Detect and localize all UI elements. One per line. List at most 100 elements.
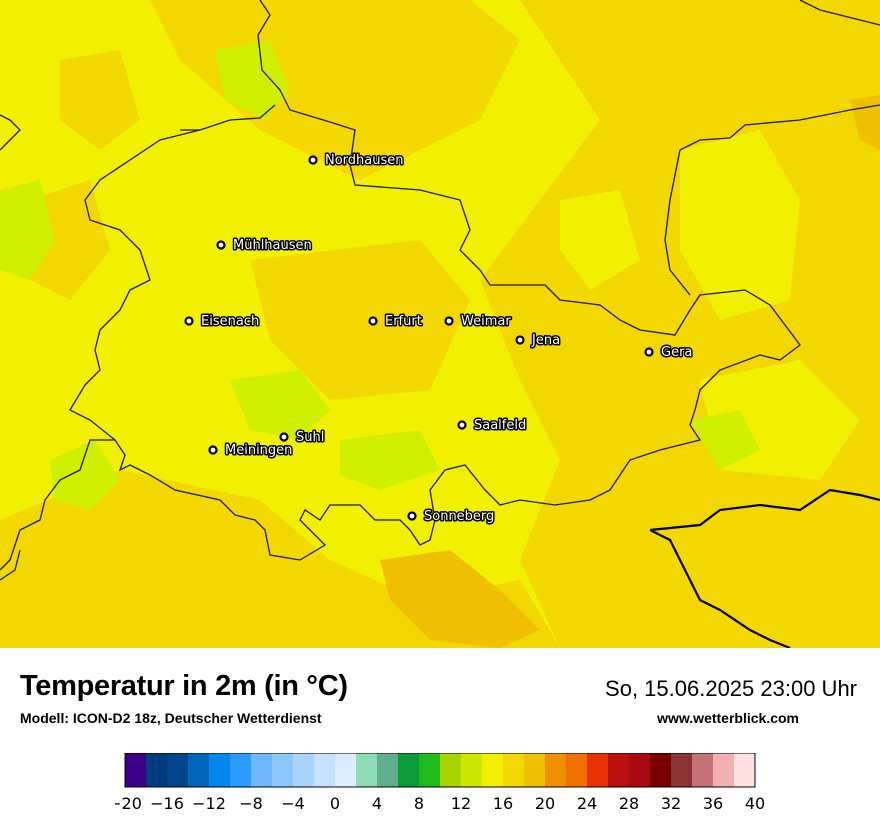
legend-swatch: [230, 753, 252, 787]
legend-swatch: [209, 753, 231, 787]
map-title: Temperatur in 2m (in °C): [20, 670, 348, 702]
legend-swatch: [440, 753, 462, 787]
city-dot: [457, 420, 467, 430]
legend-tick-label: 28: [619, 794, 639, 813]
legend-swatch: [524, 753, 546, 787]
state-border-north: [180, 104, 276, 131]
state-border-west: [0, 114, 21, 151]
legend-tick-label: −4: [281, 794, 305, 813]
model-info: Modell: ICON-D2 18z, Deutscher Wetterdie…: [20, 710, 322, 726]
city-marker: Jena: [515, 332, 562, 350]
color-legend: −20 −16 −12 −8 −4 0 4 8 12 16 20 24 28 32 36 40: [115, 753, 765, 813]
legend-swatch: [314, 753, 336, 787]
legend-swatch: [146, 753, 168, 787]
legend-swatch: [419, 753, 441, 787]
city-label: Gera: [661, 345, 692, 360]
legend-swatch: [650, 753, 672, 787]
country-border: [649, 488, 880, 648]
legend-swatch: [734, 753, 756, 787]
legend-swatches: [125, 753, 756, 787]
state-border-west-2: [0, 549, 21, 581]
legend-tick-label: 16: [493, 794, 513, 813]
city-label: Jena: [531, 333, 560, 348]
legend-tick-label: 40: [745, 794, 765, 813]
city-dot: [515, 335, 525, 345]
city-marker: Gera: [644, 344, 694, 362]
city-dot: [644, 347, 654, 357]
legend-tick-label: 8: [414, 794, 424, 813]
state-border-ne: [799, 0, 880, 26]
city-marker: Saalfeld: [457, 417, 528, 435]
legend-swatch: [398, 753, 420, 787]
city-label: Weimar: [461, 314, 511, 329]
cool-areas: [560, 130, 860, 480]
legend-swatch: [692, 753, 714, 787]
city-marker: Suhl: [279, 429, 326, 447]
legend-tick-label: 4: [372, 794, 382, 813]
city-marker: Erfurt: [368, 313, 423, 331]
city-label: Nordhausen: [325, 153, 404, 168]
legend-swatch: [335, 753, 357, 787]
cooler-patches: [0, 40, 760, 510]
legend-tick-label: 32: [661, 794, 681, 813]
legend-tick-label: −12: [192, 794, 226, 813]
legend-ticks: −20 −16 −12 −8 −4 0 4 8 12 16 20 24 28 32 36 40: [115, 794, 765, 813]
legend-swatch: [461, 753, 483, 787]
legend-frame: [124, 753, 756, 788]
state-border-inner-west: [69, 129, 201, 441]
legend-tick-label: 36: [703, 794, 723, 813]
temperature-map: Nordhausen Mühlhausen Eisenach Erfurt Weimar…: [0, 0, 880, 648]
legend-swatch: [671, 753, 693, 787]
city-label: Mühlhausen: [233, 238, 312, 253]
border-lines: [0, 0, 880, 581]
state-border-east: [679, 104, 880, 151]
legend-swatch: [608, 753, 630, 787]
legend-swatch: [713, 753, 735, 787]
legend-tick-label: 0: [330, 794, 340, 813]
city-dot: [368, 316, 378, 326]
legend-swatch: [356, 753, 378, 787]
state-border: [0, 0, 801, 571]
legend-swatch: [293, 753, 315, 787]
city-marker: Nordhausen: [308, 152, 405, 170]
legend-swatch: [587, 753, 609, 787]
city-label: Erfurt: [385, 314, 422, 329]
city-marker: Meiningen: [208, 442, 294, 460]
legend-tick-label: −8: [239, 794, 263, 813]
city-marker: Eisenach: [184, 313, 261, 331]
city-marker: Weimar: [444, 313, 513, 331]
legend-swatch: [188, 753, 210, 787]
legend-swatch: [251, 753, 273, 787]
city-dot: [407, 511, 417, 521]
city-label: Suhl: [296, 430, 324, 445]
legend-swatch: [272, 753, 294, 787]
city-dot: [444, 316, 454, 326]
state-border-east-2: [664, 149, 691, 296]
city-dot: [208, 445, 218, 455]
city-label: Sonneberg: [424, 509, 494, 524]
legend-swatch: [167, 753, 189, 787]
city-label: Meiningen: [225, 443, 292, 458]
city-label: Eisenach: [201, 314, 259, 329]
city-dot: [184, 316, 194, 326]
city-dot: [216, 240, 226, 250]
city-dot: [308, 155, 318, 165]
legend-swatch: [629, 753, 651, 787]
website-link[interactable]: www.wetterblick.com: [657, 710, 799, 726]
city-marker: Sonneberg: [407, 508, 496, 526]
city-marker: Mühlhausen: [216, 237, 313, 255]
legend-tick-label: 12: [451, 794, 471, 813]
legend-tick-label: 20: [535, 794, 555, 813]
forecast-datetime: So, 15.06.2025 23:00 Uhr: [605, 676, 857, 701]
legend-swatch: [566, 753, 588, 787]
city-dot: [279, 432, 289, 442]
legend-swatch: [482, 753, 504, 787]
footer: Temperatur in 2m (in °C) Modell: ICON-D2…: [0, 648, 880, 830]
legend-swatch: [503, 753, 525, 787]
legend-swatch: [125, 753, 147, 787]
legend-tick-label: 24: [577, 794, 597, 813]
legend-tick-label: −20: [115, 794, 142, 813]
legend-swatch: [545, 753, 567, 787]
city-markers: Nordhausen Mühlhausen Eisenach Erfurt Weimar…: [184, 152, 694, 526]
city-label: Saalfeld: [474, 418, 526, 433]
